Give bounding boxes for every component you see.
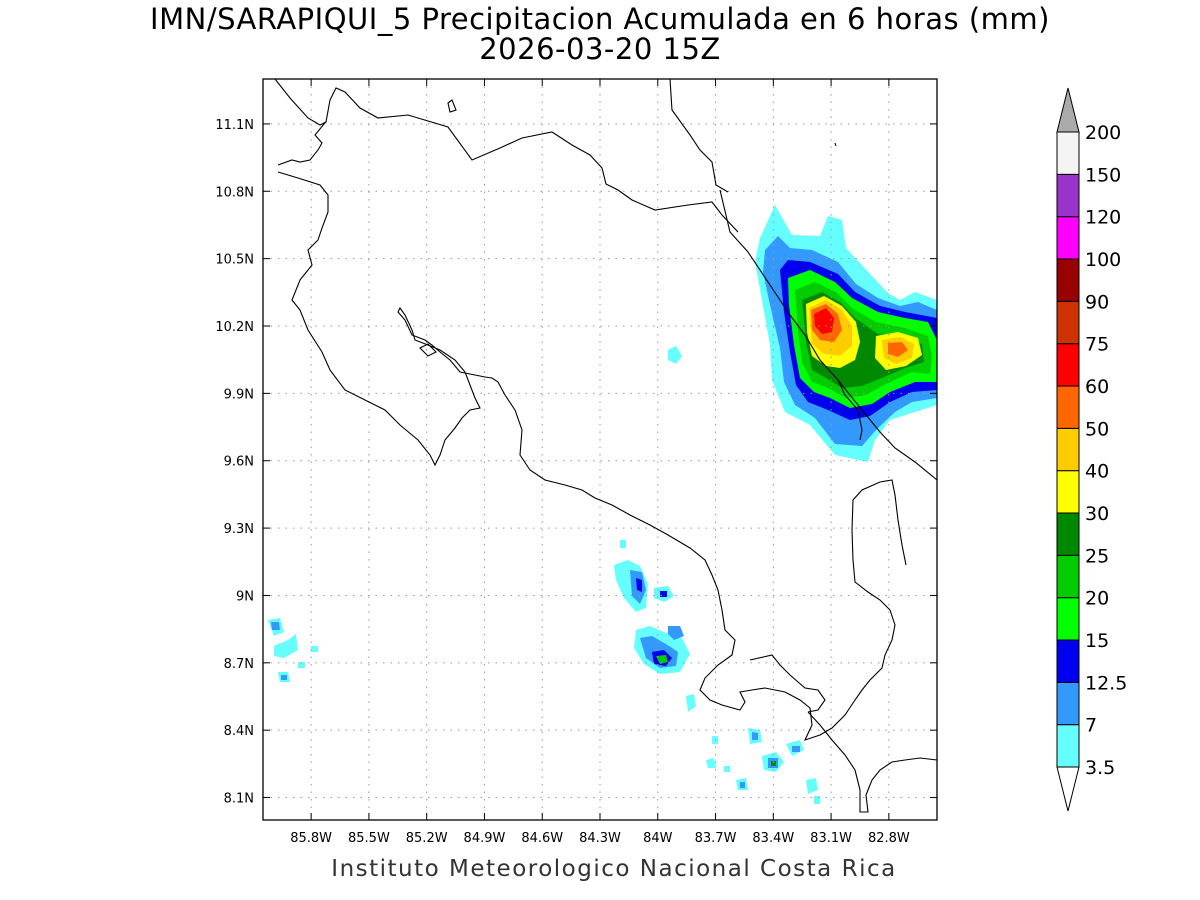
colorbar-box: [1056, 385, 1080, 429]
precip-cells-west: [268, 618, 318, 682]
lat-tick-label: 9.9N: [224, 387, 254, 402]
small-island: [447, 99, 457, 113]
lon-tick-label: 85.8W: [290, 831, 332, 846]
lon-tick-label: 85.2W: [406, 831, 448, 846]
precip-cell-caribbean: [755, 205, 937, 462]
colorbar-label: 150: [1085, 164, 1121, 186]
colorbar-box: [1056, 343, 1080, 387]
lon-tick-label: 83.1W: [810, 831, 852, 846]
credit-text: Instituto Meteorologico Nacional Costa R…: [331, 856, 897, 882]
colorbar-box: [1056, 597, 1080, 641]
colorbar-label: 40: [1085, 461, 1109, 483]
colorbar-label: 100: [1085, 249, 1121, 271]
colorbar-box: [1056, 216, 1080, 260]
nicaragua-lake-shore: [274, 79, 739, 233]
axis-ticks: 85.8W 85.5W 85.2W 84.9W 84.6W 84.3W 84W 83.7W 83…: [215, 79, 937, 846]
colorbar-box: [1056, 554, 1080, 599]
lat-tick-label: 8.7N: [224, 657, 254, 672]
lat-tick-label: 10.2N: [215, 320, 254, 335]
lat-tick-label: 9.3N: [224, 522, 254, 537]
panama-border: [749, 379, 863, 713]
colorbar-box: [1056, 427, 1080, 472]
colorbar-label: 20: [1085, 588, 1109, 610]
panama-pacific-coast: [807, 711, 937, 813]
colorbar-legend: 3.5 7 12.5 15 20 25 30 40 50 60 75 90 100 120 150 200: [1056, 87, 1127, 812]
lat-tick-label: 9.6N: [224, 455, 254, 470]
lon-tick-label: 84.3W: [579, 831, 621, 846]
colorbar-label: 200: [1085, 122, 1121, 144]
colorbar-label: 90: [1085, 291, 1109, 313]
colorbar-label: 3.5: [1085, 757, 1115, 779]
lat-tick-label: 9N: [236, 589, 254, 604]
lon-tick-label: 83.4W: [752, 831, 794, 846]
colorbar-label: 30: [1085, 503, 1109, 525]
lat-tick-label: 11.1N: [215, 118, 254, 133]
lat-tick-label: 10.8N: [215, 185, 254, 200]
coastlines-borders: [274, 79, 937, 813]
colorbar-label: 12.5: [1085, 672, 1127, 694]
colorbar-box: [1056, 512, 1080, 556]
colorbar-box: [1056, 258, 1080, 302]
precip-cells-pacific: [614, 346, 820, 804]
lon-tick-label: 82.8W: [868, 831, 910, 846]
lat-tick-label: 8.4N: [224, 724, 254, 739]
colorbar-label: 25: [1085, 545, 1109, 567]
colorbar-box: [1056, 300, 1080, 345]
precipitation-field: [268, 205, 937, 804]
lon-tick-label: 85.5W: [348, 831, 390, 846]
colorbar-box: [1056, 639, 1080, 683]
colorbar-label: 60: [1085, 376, 1109, 398]
caribbean-coast: [719, 189, 937, 481]
colorbar-box: [1056, 724, 1080, 768]
colorbar-under-triangle: [1056, 766, 1080, 812]
lon-tick-label: 84W: [643, 831, 673, 846]
colorbar-over-triangle: [1056, 87, 1080, 133]
cocos-island-mark: [834, 142, 837, 147]
caribbean-coast-north: [669, 79, 729, 193]
lon-tick-label: 83.7W: [695, 831, 737, 846]
colorbar-box: [1056, 681, 1080, 726]
colorbar-box: [1056, 131, 1080, 175]
nicoya-island: [419, 343, 437, 357]
colorbar-label: 120: [1085, 207, 1121, 229]
colorbar-box: [1056, 173, 1080, 218]
map-title: IMN/SARAPIQUI_5 Precipitacion Acumulada …: [150, 2, 1050, 36]
lon-tick-label: 84.6W: [521, 831, 563, 846]
lat-tick-label: 8.1N: [224, 792, 254, 807]
pacific-coast: [277, 121, 907, 741]
lon-tick-label: 84.9W: [464, 831, 506, 846]
lat-tick-label: 10.5N: [215, 253, 254, 268]
colorbar-label: 7: [1085, 715, 1097, 737]
colorbar-label: 50: [1085, 418, 1109, 440]
colorbar-label: 75: [1085, 334, 1109, 356]
map-subtitle-datetime: 2026-03-20 15Z: [479, 32, 721, 66]
colorbar-box: [1056, 470, 1080, 514]
colorbar-label: 15: [1085, 630, 1109, 652]
